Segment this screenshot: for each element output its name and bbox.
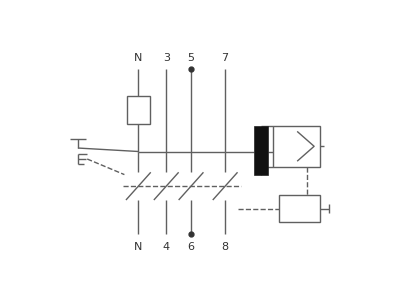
Text: N: N [134,53,142,63]
Bar [126,96,150,124]
Text: 4: 4 [163,242,170,252]
Text: 7: 7 [222,53,229,63]
Text: 6: 6 [188,242,194,252]
Text: 8: 8 [222,242,229,252]
Text: 3: 3 [163,53,170,63]
Bar [254,126,268,175]
Text: 5: 5 [188,53,194,63]
Bar [279,195,320,222]
Text: N: N [134,242,142,252]
Bar [273,126,320,167]
